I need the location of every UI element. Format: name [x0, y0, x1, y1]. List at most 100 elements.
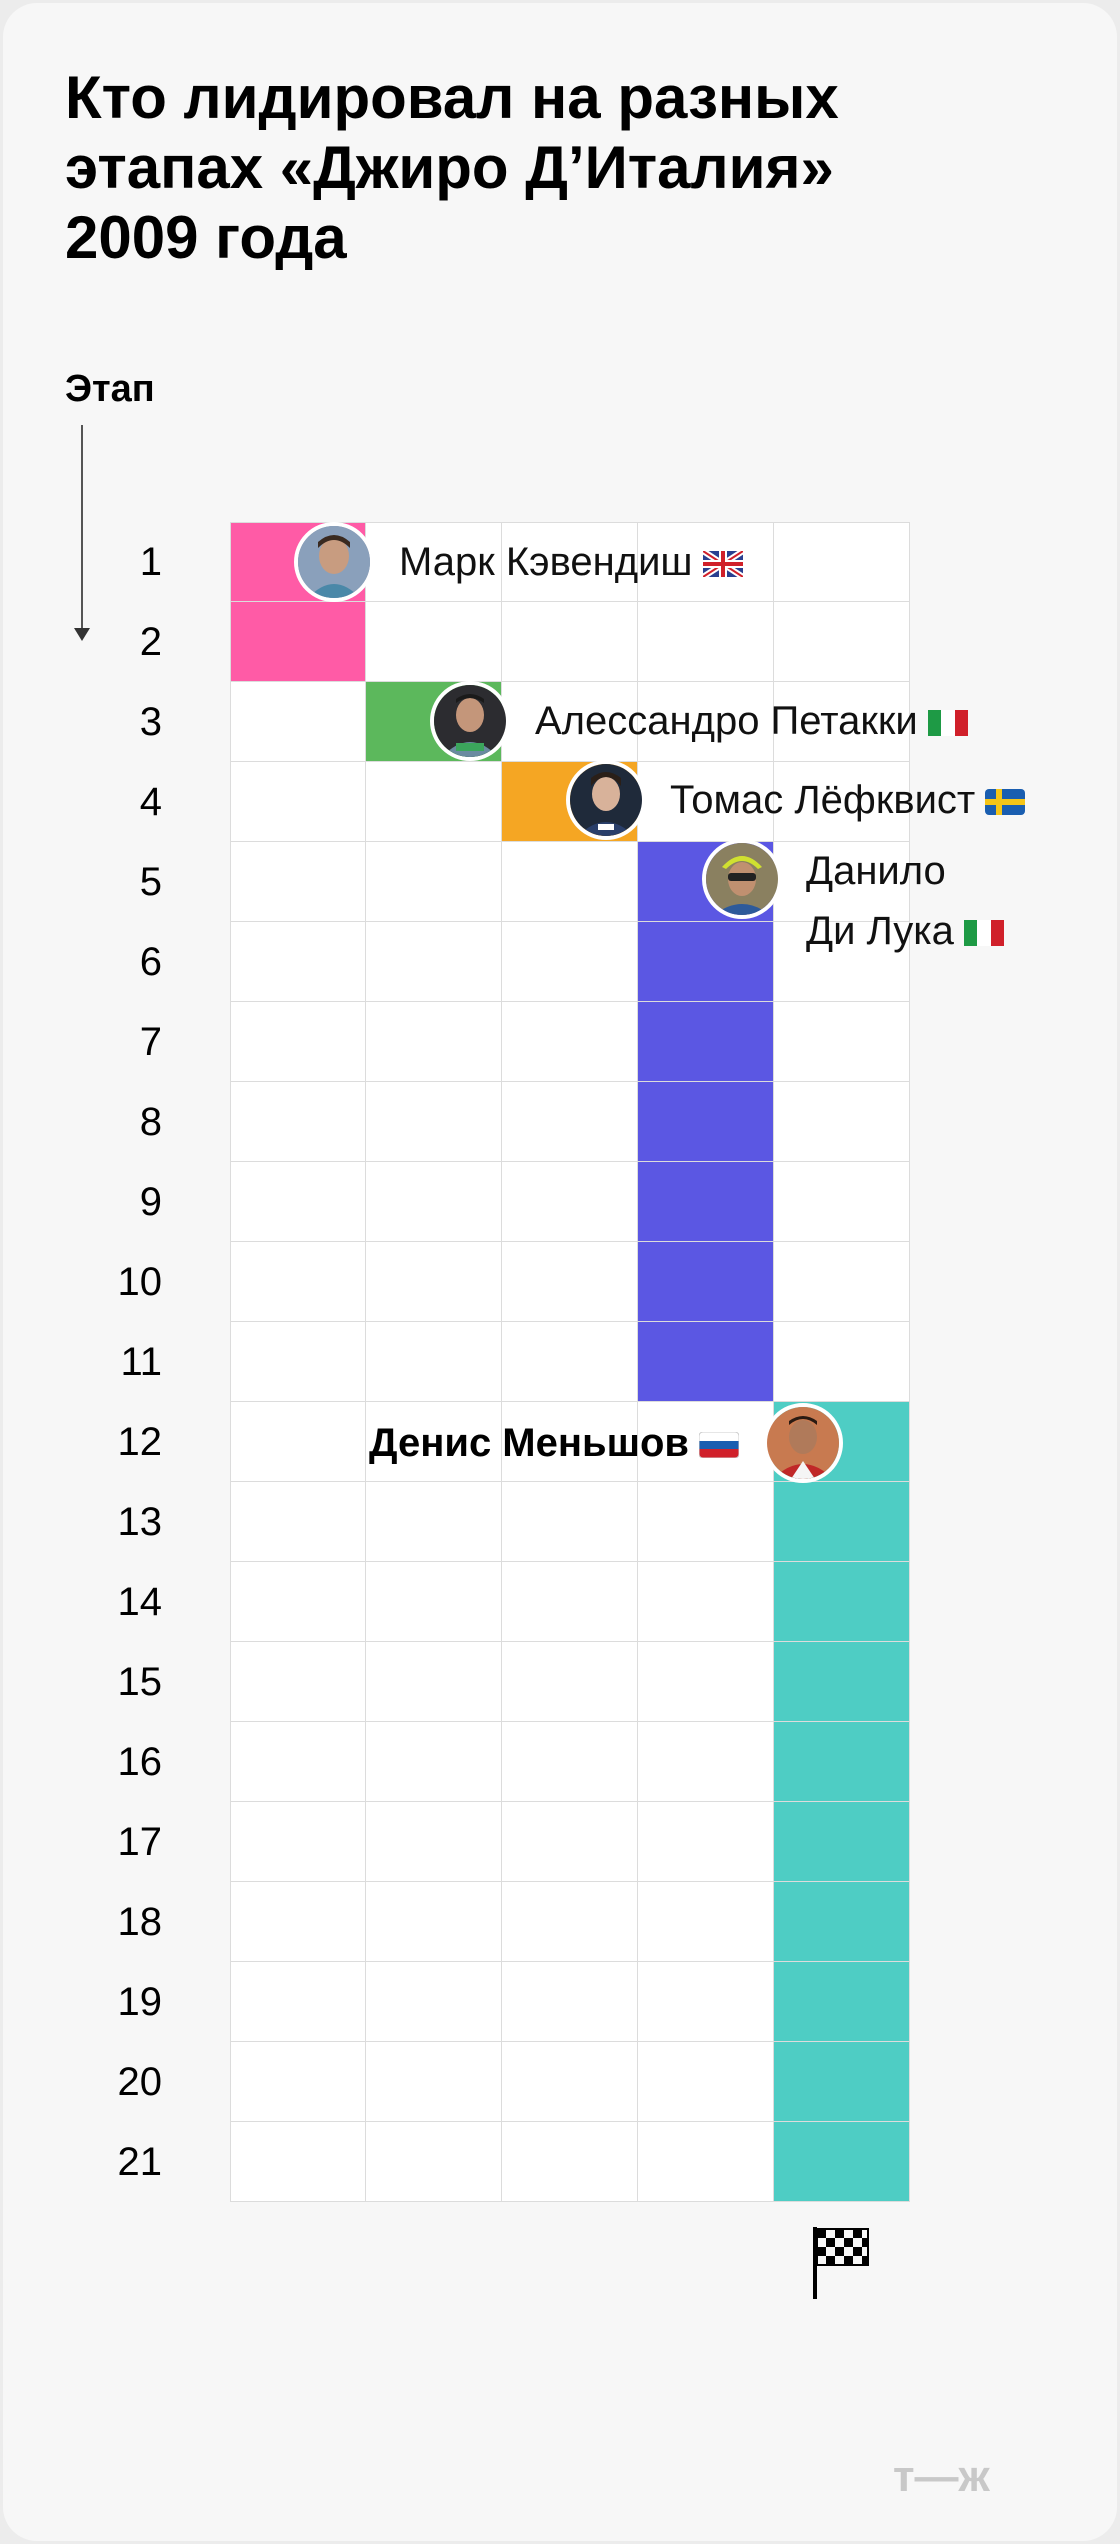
menchov-avatar [763, 1403, 843, 1483]
grid-cell [230, 1082, 366, 1162]
grid-cell [638, 1802, 774, 1882]
grid-cell [774, 602, 910, 682]
grid-cell [366, 1322, 502, 1402]
leader-cell [230, 602, 366, 682]
leader-cell [774, 1722, 910, 1802]
chart-title: Кто лидировал на разных этапах «Джиро Д’… [65, 63, 1045, 273]
grid-cell [502, 1962, 638, 2042]
grid-cell [638, 602, 774, 682]
russia-flag-icon [699, 1432, 739, 1459]
cavendish-avatar [294, 522, 374, 602]
grid-cell [366, 1002, 502, 1082]
diluca-label: Данило Ди Лука [806, 841, 1004, 961]
grid-cell [366, 1802, 502, 1882]
grid-cell [502, 1242, 638, 1322]
grid-cell [774, 1002, 910, 1082]
grid-cell [502, 922, 638, 1002]
stage-label: 4 [139, 780, 162, 824]
diluca-avatar [702, 839, 782, 919]
grid-cell [502, 1322, 638, 1402]
grid-cell [502, 1722, 638, 1802]
leader-cell [774, 2122, 910, 2202]
grid-cell [502, 1882, 638, 1962]
grid-cell [502, 682, 638, 762]
cavendish-name: Марк Кэвендиш [399, 540, 693, 584]
grid-cell [366, 522, 502, 602]
leader-cell [774, 1562, 910, 1642]
grid-cell [774, 1162, 910, 1242]
grid-cell [366, 1562, 502, 1642]
grid-cell [638, 1962, 774, 2042]
grid-cell [638, 682, 774, 762]
stage-label: 10 [117, 1260, 163, 1304]
grid-cell [638, 1642, 774, 1722]
axis-arrow-line [81, 425, 83, 630]
diluca-name-line2: Ди Лука [806, 909, 954, 953]
menchov-label: Денис Меньшов [369, 1413, 739, 1473]
petacchi-avatar [430, 681, 510, 761]
grid-cell [774, 842, 910, 922]
diluca-name-line1: Данило [806, 849, 946, 893]
lofkvist-name: Томас Лёфквист [670, 778, 976, 822]
chart-card: Кто лидировал на разных этапах «Джиро Д’… [3, 3, 1117, 2541]
leader-cell [774, 1642, 910, 1722]
grid-cell [230, 1402, 366, 1482]
leader-cell [638, 1162, 774, 1242]
stage-label: 13 [117, 1500, 163, 1544]
grid-cell [230, 762, 366, 842]
grid-cell [502, 2042, 638, 2122]
grid-cell [774, 1322, 910, 1402]
stage-label: 21 [117, 2140, 163, 2184]
logo-text: т—ж [893, 2455, 991, 2501]
leader-cell [774, 1882, 910, 1962]
grid-cell [774, 522, 910, 602]
grid-cell [366, 602, 502, 682]
leader-cell [774, 1482, 910, 1562]
grid-cell [230, 1722, 366, 1802]
grid-cell [366, 1962, 502, 2042]
grid-cell [230, 1242, 366, 1322]
title-line-2: этапах «Джиро Д’Италия» [65, 134, 834, 201]
leader-cell [774, 1802, 910, 1882]
grid-cell [366, 1162, 502, 1242]
grid-cell [774, 922, 910, 1002]
grid-cell [502, 1002, 638, 1082]
grid-cell [774, 1082, 910, 1162]
stage-label: 19 [117, 1980, 163, 2024]
grid-cell [230, 682, 366, 762]
leader-cell [638, 922, 774, 1002]
grid-cell [230, 1482, 366, 1562]
stage-label: 8 [139, 1100, 162, 1144]
grid-cell [638, 1482, 774, 1562]
grid-cell [502, 1562, 638, 1642]
leader-cell [638, 1322, 774, 1402]
grid-cell [502, 1162, 638, 1242]
cavendish-label: Марк Кэвендиш [399, 532, 743, 592]
checkered-flag-icon [813, 2227, 869, 2299]
grid-cell [230, 922, 366, 1002]
grid-cell [366, 1642, 502, 1722]
uk-flag-icon [702, 551, 743, 578]
stage-label: 18 [117, 1900, 163, 1944]
grid-cell [366, 1722, 502, 1802]
leader-cell [638, 1002, 774, 1082]
stage-label: 15 [117, 1660, 163, 1704]
tzh-logo: т—ж [893, 2455, 991, 2501]
grid-cell [366, 922, 502, 1002]
grid-cell [230, 1002, 366, 1082]
grid-cell [502, 1642, 638, 1722]
grid-cell [366, 1402, 502, 1482]
stage-label: 16 [117, 1740, 163, 1784]
grid-cell [638, 2042, 774, 2122]
grid-cell [638, 2122, 774, 2202]
grid-cell [366, 1242, 502, 1322]
stage-label: 11 [120, 1340, 162, 1384]
italy-flag-icon [927, 710, 968, 737]
grid-cell [638, 1722, 774, 1802]
leader-cell [638, 1242, 774, 1322]
menchov-name: Денис Меньшов [368, 1421, 689, 1465]
stage-label: 17 [117, 1820, 163, 1864]
grid-cell [366, 1882, 502, 1962]
grid-cell [502, 1482, 638, 1562]
stage-label: 1 [139, 540, 162, 584]
